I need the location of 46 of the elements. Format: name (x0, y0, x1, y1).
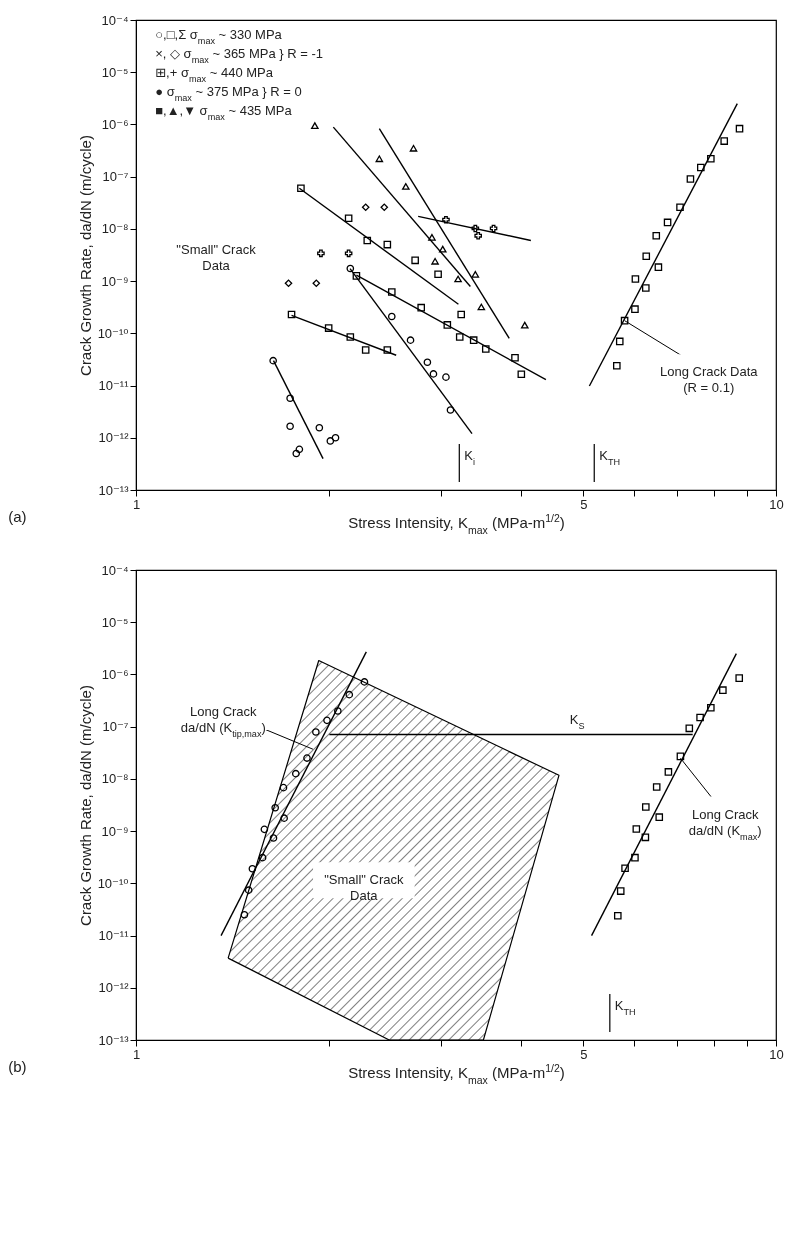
y-tick-label: 10⁻⁷ (102, 169, 129, 185)
annotation: ⊞,+ σ$_{max}$ ~ 440 MPa (155, 65, 274, 84)
annotation: "Small" Crack Data (324, 872, 404, 904)
annotation: Long Crack Data (R = 0.1) (659, 364, 759, 396)
x-tick-label: 5 (580, 1046, 588, 1062)
text: (a) (8, 508, 27, 525)
annotation: ■,▲,▼ σ$_{max}$ ~ 435 MPa (155, 102, 293, 122)
y-tick-label: 10⁻⁸ (101, 771, 129, 787)
annotation: ×, ◇ σ$_{max}$ ~ 365 MPa } R = -1 (155, 46, 324, 66)
y-tick-label: 10⁻⁹ (101, 273, 129, 289)
annotation: "Small" Crack Data (176, 242, 257, 274)
y-tick-label: 10⁻⁶ (101, 666, 129, 682)
x-tick-label: 1 (132, 1046, 141, 1062)
ref-line-label: K$_{TH}$ (614, 998, 636, 1017)
y-tick-label: 10⁻⁴ (101, 562, 129, 578)
y-tick-label: 10⁻⁹ (101, 823, 129, 839)
y-tick-label: 10⁻⁵ (101, 64, 129, 80)
x-tick-label: 5 (580, 496, 588, 512)
y-tick-label: 10⁻⁷ (102, 719, 129, 735)
y-tick-label: 10⁻¹¹ (98, 378, 130, 394)
x-axis-title: Stress Intensity, K$_{max}$ (MPa-m$^{1/2}$) (348, 1061, 565, 1086)
y-tick-label: 10⁻¹² (98, 430, 130, 446)
y-tick-label: 10⁻⁴ (101, 12, 129, 28)
text: (b) (8, 1058, 27, 1075)
y-tick-label: 10⁻¹³ (98, 1032, 130, 1048)
annotation: ● σ$_{max}$ ~ 375 MPa } R = 0 (155, 83, 302, 103)
y-tick-label: 10⁻¹¹ (98, 928, 130, 944)
y-tick-label: 10⁻¹³ (98, 482, 130, 498)
y-tick-label: 10⁻⁶ (101, 116, 129, 132)
x-axis-title: Stress Intensity, K$_{max}$ (MPa-m$^{1/2}$) (348, 511, 565, 536)
y-tick-label: 10⁻¹² (98, 980, 130, 996)
y-tick-label: 10⁻¹⁰ (97, 325, 129, 341)
annotation: K$_{S}$ (569, 712, 585, 732)
annotation: ○,□,Σ σ$_{max}$ ~ 330 MPa (155, 27, 283, 47)
ref-line-label: K$_{i}$ (464, 448, 475, 467)
y-tick-label: 10⁻⁸ (101, 221, 129, 237)
y-tick-label: 10⁻⁵ (101, 614, 129, 630)
y-axis-title: Crack Growth Rate, da/dN (m/cycle) (76, 685, 94, 926)
x-tick-label: 10 (769, 496, 784, 512)
x-tick-label: 10 (769, 1046, 784, 1062)
x-tick-label: 1 (132, 496, 141, 512)
annotation: Long Crack da/dN (K$_{max}$) (688, 806, 762, 842)
y-tick-label: 10⁻¹⁰ (97, 875, 129, 891)
ref-line-label: K$_{TH}$ (599, 448, 621, 467)
y-axis-title: Crack Growth Rate, da/dN (m/cycle) (76, 135, 94, 376)
annotation: Long Crack da/dN (K$_{tip,max}$) (180, 704, 266, 740)
